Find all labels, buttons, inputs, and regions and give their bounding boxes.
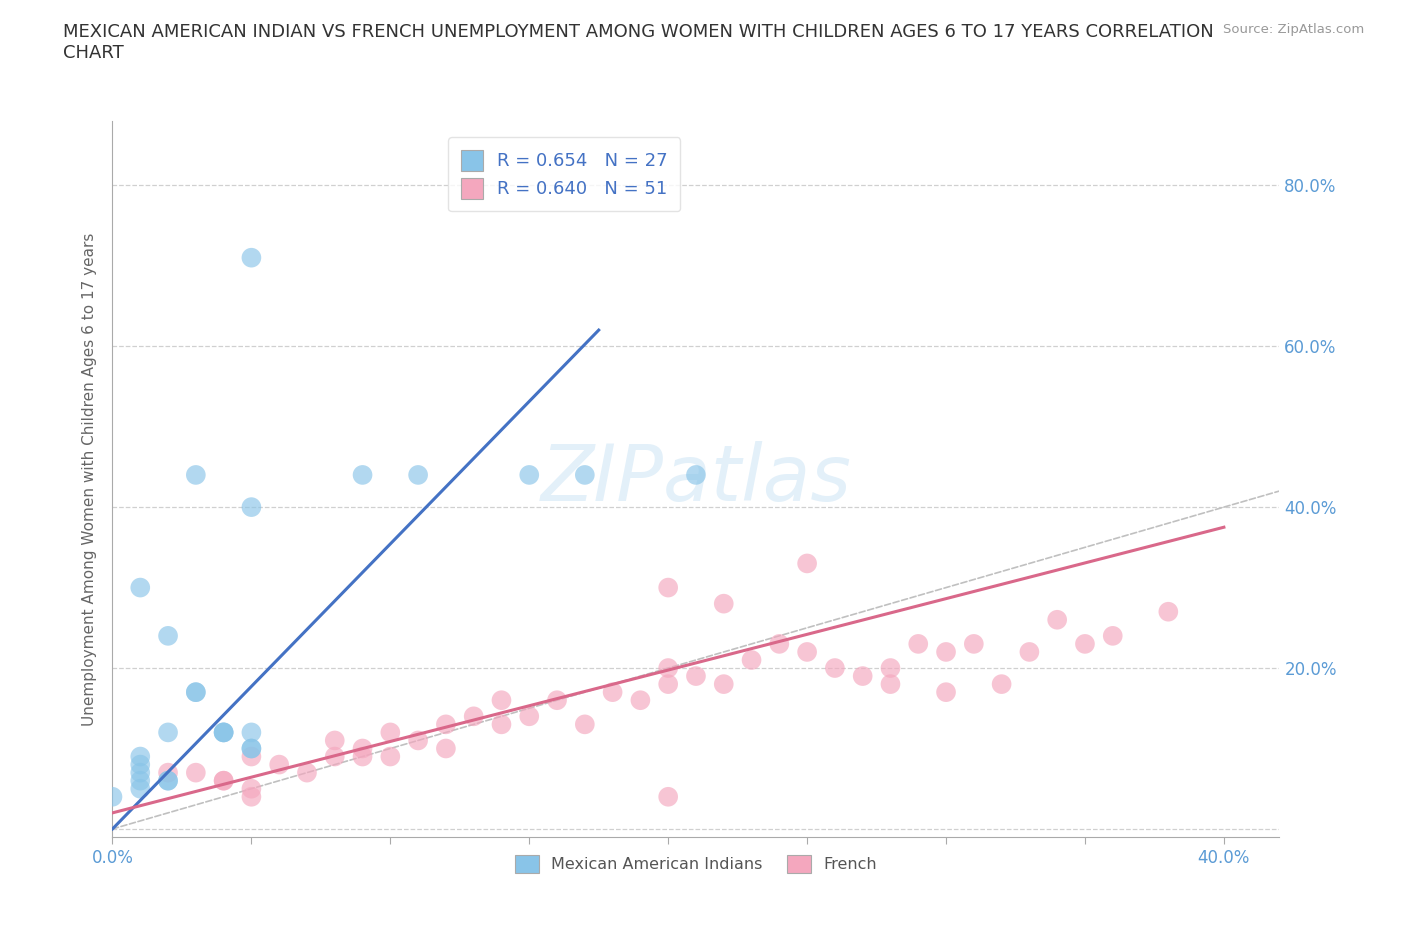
Point: [323, 749, 346, 764]
Point: [713, 677, 735, 692]
Point: [157, 773, 180, 788]
Point: [406, 468, 429, 483]
Point: [990, 677, 1012, 692]
Point: [657, 660, 679, 675]
Point: [852, 669, 875, 684]
Text: Source: ZipAtlas.com: Source: ZipAtlas.com: [1223, 23, 1364, 36]
Point: [574, 468, 596, 483]
Point: [824, 660, 846, 675]
Point: [157, 765, 180, 780]
Point: [602, 684, 624, 699]
Point: [741, 653, 763, 668]
Point: [240, 749, 263, 764]
Point: [184, 765, 207, 780]
Point: [352, 749, 374, 764]
Point: [129, 749, 152, 764]
Point: [212, 725, 235, 740]
Point: [574, 717, 596, 732]
Point: [157, 773, 180, 788]
Point: [240, 250, 263, 265]
Point: [352, 741, 374, 756]
Point: [879, 677, 901, 692]
Point: [628, 693, 651, 708]
Point: [240, 741, 263, 756]
Point: [907, 636, 929, 651]
Point: [129, 757, 152, 772]
Point: [352, 468, 374, 483]
Point: [1046, 612, 1069, 627]
Point: [380, 725, 402, 740]
Point: [1018, 644, 1040, 659]
Point: [685, 669, 707, 684]
Point: [657, 790, 679, 804]
Point: [935, 684, 957, 699]
Point: [212, 773, 235, 788]
Point: [685, 468, 707, 483]
Point: [101, 790, 124, 804]
Point: [546, 693, 568, 708]
Point: [184, 468, 207, 483]
Point: [129, 580, 152, 595]
Point: [657, 677, 679, 692]
Point: [184, 684, 207, 699]
Point: [184, 684, 207, 699]
Point: [434, 741, 457, 756]
Point: [1074, 636, 1097, 651]
Point: [657, 580, 679, 595]
Point: [434, 717, 457, 732]
Point: [796, 644, 818, 659]
Point: [157, 629, 180, 644]
Point: [295, 765, 318, 780]
Point: [517, 468, 540, 483]
Point: [240, 725, 263, 740]
Point: [1101, 629, 1123, 644]
Point: [796, 556, 818, 571]
Point: [129, 765, 152, 780]
Point: [212, 725, 235, 740]
Point: [380, 749, 402, 764]
Point: [240, 499, 263, 514]
Legend: Mexican American Indians, French: Mexican American Indians, French: [509, 849, 883, 879]
Point: [212, 773, 235, 788]
Point: [157, 725, 180, 740]
Point: [935, 644, 957, 659]
Point: [463, 709, 485, 724]
Point: [240, 781, 263, 796]
Point: [963, 636, 986, 651]
Point: [879, 660, 901, 675]
Point: [240, 790, 263, 804]
Point: [768, 636, 790, 651]
Point: [1157, 604, 1180, 619]
Text: ZIPatlas: ZIPatlas: [540, 441, 852, 517]
Point: [129, 773, 152, 788]
Point: [129, 781, 152, 796]
Point: [240, 741, 263, 756]
Point: [212, 725, 235, 740]
Point: [406, 733, 429, 748]
Point: [517, 709, 540, 724]
Point: [713, 596, 735, 611]
Point: [323, 733, 346, 748]
Point: [491, 693, 513, 708]
Y-axis label: Unemployment Among Women with Children Ages 6 to 17 years: Unemployment Among Women with Children A…: [82, 232, 97, 725]
Text: MEXICAN AMERICAN INDIAN VS FRENCH UNEMPLOYMENT AMONG WOMEN WITH CHILDREN AGES 6 : MEXICAN AMERICAN INDIAN VS FRENCH UNEMPL…: [63, 23, 1213, 62]
Point: [269, 757, 291, 772]
Point: [491, 717, 513, 732]
